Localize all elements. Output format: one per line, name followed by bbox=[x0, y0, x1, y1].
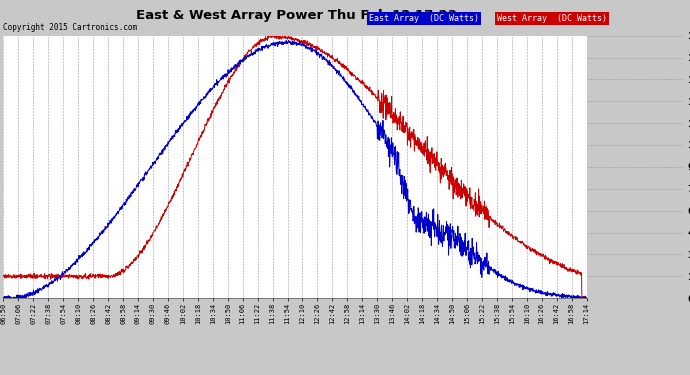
Text: Copyright 2015 Cartronics.com: Copyright 2015 Cartronics.com bbox=[3, 22, 137, 32]
Text: West Array  (DC Watts): West Array (DC Watts) bbox=[497, 14, 607, 23]
Text: East & West Array Power Thu Feb 12 17:23: East & West Array Power Thu Feb 12 17:23 bbox=[136, 9, 457, 22]
Text: East Array  (DC Watts): East Array (DC Watts) bbox=[369, 14, 479, 23]
